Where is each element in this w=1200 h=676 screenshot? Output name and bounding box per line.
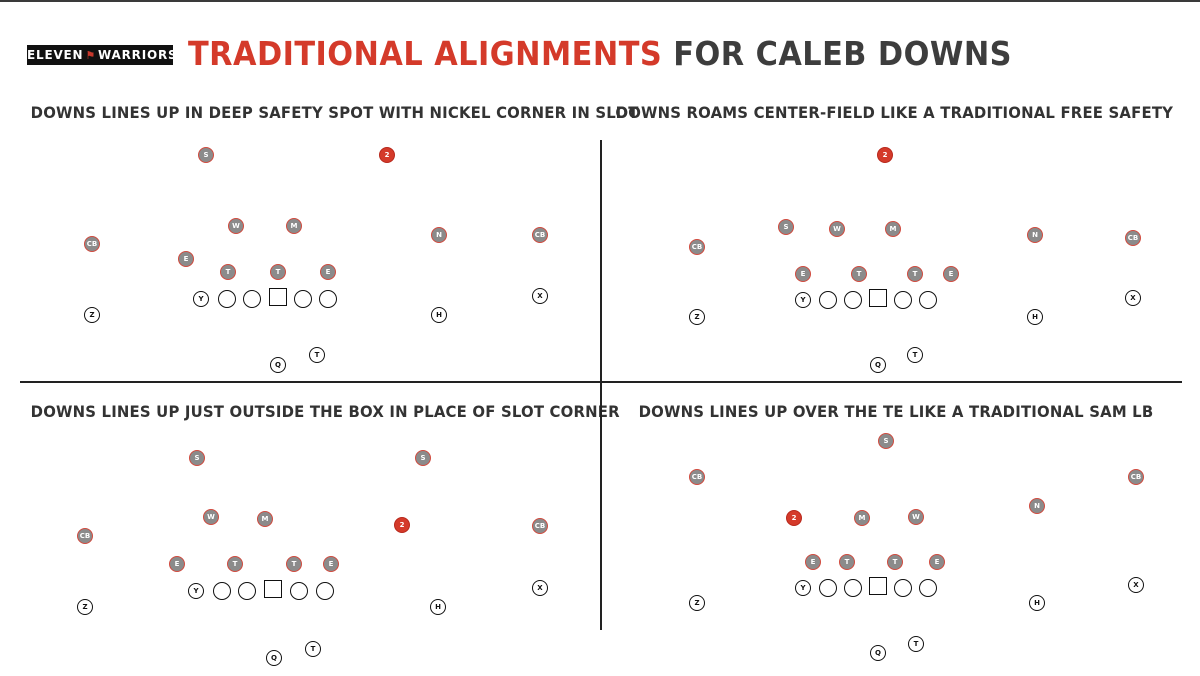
panel-3-defense-player-6: CB bbox=[532, 518, 548, 534]
panel-2-offense-player-2 bbox=[819, 291, 837, 309]
panel-2-offense-player-6 bbox=[919, 291, 937, 309]
panel-3-offense-player-7: H bbox=[430, 599, 446, 615]
panel-4-defense-player-7: E bbox=[805, 554, 821, 570]
panel-3-offense-player-4 bbox=[264, 580, 282, 598]
panel-4-offense-player-6 bbox=[919, 579, 937, 597]
panel-3-offense-player-1: Y bbox=[188, 583, 204, 599]
panel-3-defense-player-0: S bbox=[189, 450, 205, 466]
panel-4-defense-player-8: T bbox=[839, 554, 855, 570]
panel-3-defense-player-2: W bbox=[203, 509, 219, 525]
panel-2-defense-player-5: N bbox=[1027, 227, 1043, 243]
panel-4-defense-player-6: W bbox=[908, 509, 924, 525]
panel-4-offense-player-10: T bbox=[908, 636, 924, 652]
panel-2-offense-player-1: Y bbox=[795, 292, 811, 308]
panel-1-offense-player-8: X bbox=[532, 288, 548, 304]
panel-1-offense-player-4 bbox=[269, 288, 287, 306]
panel-2-offense-player-0: Z bbox=[689, 309, 705, 325]
panel-1-offense-player-0: Z bbox=[84, 307, 100, 323]
panel-2-defense-player-3: M bbox=[885, 221, 901, 237]
panel-3-offense-player-9: Q bbox=[266, 650, 282, 666]
panel-2-defense-player-9: T bbox=[907, 266, 923, 282]
panel-2-offense-player-10: T bbox=[907, 347, 923, 363]
panel-4-defense-player-0: S bbox=[878, 433, 894, 449]
panel-3-defense-player-10: E bbox=[323, 556, 339, 572]
panel-2-defense-player-10: E bbox=[943, 266, 959, 282]
panel-1-offense-player-10: T bbox=[309, 347, 325, 363]
panel-3-offense-player-6 bbox=[316, 582, 334, 600]
panel-2-defense-player-2: W bbox=[829, 221, 845, 237]
panel-2-title: DOWNS ROAMS CENTER-FIELD LIKE A TRADITIO… bbox=[615, 103, 1174, 122]
panel-1-title: DOWNS LINES UP IN DEEP SAFETY SPOT WITH … bbox=[30, 103, 639, 122]
panel-1-defense-player-5: N bbox=[431, 227, 447, 243]
panel-2-offense-player-5 bbox=[894, 291, 912, 309]
panel-2-defense-player-8: T bbox=[851, 266, 867, 282]
panel-2-defense-player-0: 2 bbox=[877, 147, 893, 163]
panel-3-defense-player-4: 2 bbox=[394, 517, 410, 533]
panel-3-defense-player-5: CB bbox=[77, 528, 93, 544]
panel-1-offense-player-7: H bbox=[431, 307, 447, 323]
eleven-warriors-logo: ELEVEN ⚑ WARRIORS bbox=[27, 45, 177, 65]
panel-4-offense-player-9: Q bbox=[870, 645, 886, 661]
panel-3-offense-player-5 bbox=[290, 582, 308, 600]
panel-4-title: DOWNS LINES UP OVER THE TE LIKE A TRADIT… bbox=[638, 402, 1154, 421]
panel-3-defense-player-1: S bbox=[415, 450, 431, 466]
panel-1-offense-player-9: Q bbox=[270, 357, 286, 373]
panel-4-defense-player-9: T bbox=[887, 554, 903, 570]
panel-1-defense-player-0: S bbox=[198, 147, 214, 163]
panel-1-offense-player-6 bbox=[319, 290, 337, 308]
panel-2-offense-player-9: Q bbox=[870, 357, 886, 373]
panel-1-defense-player-8: T bbox=[220, 264, 236, 280]
panel-4-defense-player-4: 2 bbox=[786, 510, 802, 526]
panel-2-defense-player-4: CB bbox=[689, 239, 705, 255]
panel-1-offense-player-1: Y bbox=[193, 291, 209, 307]
panel-1-defense-player-1: 2 bbox=[379, 147, 395, 163]
page-title: TRADITIONAL ALIGNMENTS FOR CALEB DOWNS bbox=[48, 34, 1152, 73]
panel-1-defense-player-9: T bbox=[270, 264, 286, 280]
panel-1-offense-player-5 bbox=[294, 290, 312, 308]
panel-1-defense-player-4: CB bbox=[84, 236, 100, 252]
panel-1-defense-player-2: W bbox=[228, 218, 244, 234]
panel-4-offense-player-4 bbox=[869, 577, 887, 595]
panel-2-defense-player-7: E bbox=[795, 266, 811, 282]
vertical-divider bbox=[600, 140, 602, 630]
panel-3-offense-player-10: T bbox=[305, 641, 321, 657]
panel-4-defense-player-1: CB bbox=[689, 469, 705, 485]
horizontal-divider bbox=[20, 381, 1182, 383]
panel-4-defense-player-3: N bbox=[1029, 498, 1045, 514]
panel-2-offense-player-7: H bbox=[1027, 309, 1043, 325]
panel-4-defense-player-2: CB bbox=[1128, 469, 1144, 485]
panel-3-offense-player-8: X bbox=[532, 580, 548, 596]
title-highlight: TRADITIONAL ALIGNMENTS bbox=[187, 34, 663, 73]
panel-1-defense-player-10: E bbox=[320, 264, 336, 280]
panel-3-offense-player-2 bbox=[213, 582, 231, 600]
top-rule bbox=[0, 0, 1200, 2]
panel-2-offense-player-4 bbox=[869, 289, 887, 307]
panel-3-title: DOWNS LINES UP JUST OUTSIDE THE BOX IN P… bbox=[30, 402, 620, 421]
panel-1-defense-player-6: CB bbox=[532, 227, 548, 243]
panel-4-offense-player-0: Z bbox=[689, 595, 705, 611]
panel-2-defense-player-1: S bbox=[778, 219, 794, 235]
panel-4-offense-player-1: Y bbox=[795, 580, 811, 596]
panel-4-offense-player-3 bbox=[844, 579, 862, 597]
panel-2-offense-player-3 bbox=[844, 291, 862, 309]
panel-3-defense-player-7: E bbox=[169, 556, 185, 572]
title-rest: FOR CALEB DOWNS bbox=[673, 34, 1013, 73]
panel-2-offense-player-8: X bbox=[1125, 290, 1141, 306]
panel-2-defense-player-6: CB bbox=[1125, 230, 1141, 246]
panel-3-defense-player-8: T bbox=[227, 556, 243, 572]
panel-3-defense-player-9: T bbox=[286, 556, 302, 572]
panel-1-defense-player-7: E bbox=[178, 251, 194, 267]
panel-3-offense-player-0: Z bbox=[77, 599, 93, 615]
panel-4-defense-player-10: E bbox=[929, 554, 945, 570]
panel-4-offense-player-7: H bbox=[1029, 595, 1045, 611]
panel-4-defense-player-5: M bbox=[854, 510, 870, 526]
panel-3-defense-player-3: M bbox=[257, 511, 273, 527]
panel-1-offense-player-2 bbox=[218, 290, 236, 308]
panel-1-offense-player-3 bbox=[243, 290, 261, 308]
panel-4-offense-player-8: X bbox=[1128, 577, 1144, 593]
panel-3-offense-player-3 bbox=[238, 582, 256, 600]
panel-1-defense-player-3: M bbox=[286, 218, 302, 234]
panel-4-offense-player-5 bbox=[894, 579, 912, 597]
panel-4-offense-player-2 bbox=[819, 579, 837, 597]
